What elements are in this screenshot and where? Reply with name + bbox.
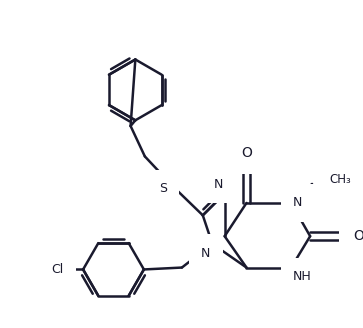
Text: O: O bbox=[353, 229, 363, 243]
Text: O: O bbox=[241, 146, 252, 160]
Text: N: N bbox=[293, 196, 302, 210]
Text: Cl: Cl bbox=[51, 263, 63, 276]
Text: N: N bbox=[201, 247, 211, 260]
Text: NH: NH bbox=[293, 270, 312, 283]
Text: CH₃: CH₃ bbox=[329, 173, 351, 186]
Text: S: S bbox=[159, 182, 167, 195]
Text: N: N bbox=[213, 177, 223, 191]
